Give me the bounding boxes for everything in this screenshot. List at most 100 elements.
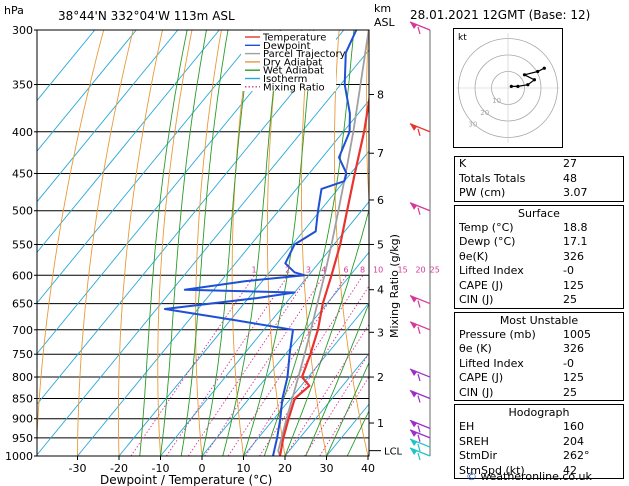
hodograph-title: Hodograph (508, 406, 570, 419)
isotherm-line (37, 30, 179, 203)
surface-cin-row: CIN (J) 25 (459, 293, 577, 306)
dry-adiabat-line (77, 30, 134, 456)
surface-theta-row: θe(K) 326 (459, 249, 584, 263)
wind-barb-shaft (409, 419, 431, 430)
isotherm-line (37, 30, 345, 405)
isotherm-line (118, 150, 369, 456)
mixing-ratio-line (304, 352, 369, 456)
temperature-tick-label: -10 (152, 462, 170, 475)
height-tick-label: 7 (377, 147, 384, 160)
wind-barb-shaft (409, 447, 431, 457)
legend-label: Mixing Ratio (263, 82, 325, 93)
isotherm-line (37, 30, 303, 355)
surface-box: Surface Temp (°C) 18.8 Dewp (°C) 17.1 θe(K… (454, 204, 624, 309)
mixing-ratio-label: 4 (321, 265, 326, 274)
mixing-ratio-line (245, 275, 364, 456)
hodograph-point (509, 84, 513, 88)
wet-adiabat-line (180, 30, 229, 456)
mixing-ratio-label: 1 (252, 265, 257, 274)
credit-text: weatheronline.co.uk (480, 470, 592, 483)
hodograph-ring-label: 20 (480, 109, 489, 117)
temperature-tick-label: -30 (69, 462, 87, 475)
wind-barb-flag (410, 390, 417, 398)
temperature-tick-label: 40 (361, 462, 375, 475)
wind-barb-shaft (409, 438, 431, 448)
mixing-ratio-line (166, 275, 289, 456)
legend-label: Dewpoint (263, 41, 311, 52)
mu-theta-row: θe (K) 326 (459, 342, 584, 355)
hodograph-ring-label: 30 (468, 121, 477, 129)
height-tick-label: 2 (377, 371, 384, 384)
hodograph-point (542, 66, 546, 70)
wind-barb (409, 294, 431, 308)
height-tick-label: 1 (377, 417, 384, 430)
km-label: km (374, 2, 391, 15)
credit: © weatheronline.co.uk (466, 470, 592, 483)
mixing-ratio-line (227, 275, 347, 456)
wet-adiabat-line (305, 302, 369, 456)
dry-adiabat-line (37, 30, 105, 444)
wind-barb-tick (417, 395, 421, 403)
pressure-tick-label: 900 (12, 413, 33, 426)
wind-barb-flag (410, 22, 417, 29)
wind-barb (409, 368, 431, 382)
mixing-ratio-label: 25 (430, 265, 440, 274)
height-tick-label: 3 (377, 326, 384, 339)
datetime-title: 28.01.2021 12GMT (Base: 12) (410, 8, 590, 22)
pressure-tick-label: 450 (12, 167, 33, 180)
wind-barb (409, 438, 431, 452)
temperature-tick-label: -20 (110, 462, 128, 475)
mu-cape-row: CAPE (J) 125 (459, 371, 584, 384)
indices-panel: K 27 Totals Totals 48 PW (cm) 3.07 Surface … (454, 156, 624, 479)
pressure-axis: 300 350 400 450 500 550 600 650 700 750 800 850 900 9… (5, 24, 37, 463)
height-tick-label: 4 (377, 284, 384, 297)
wind-barb (409, 429, 431, 443)
pressure-tick-label: 600 (12, 269, 33, 282)
wet-adiabat-line (243, 30, 315, 456)
mixing-ratio-line (188, 275, 310, 456)
wind-barb-flag (410, 321, 417, 329)
temperature-axis: -30 -20 -10 0 10 20 30 40 (69, 456, 375, 475)
legend-label: Temperature (262, 33, 326, 44)
wind-barb-tick (417, 207, 421, 215)
wind-barb-flag (410, 295, 417, 303)
pressure-tick-label: 650 (12, 298, 33, 311)
wind-barb (409, 202, 431, 215)
wind-barb-flag (410, 429, 417, 437)
wind-barb-tick (417, 452, 421, 461)
legend-background (241, 31, 336, 91)
wind-barb (409, 447, 431, 461)
isotherm-line (77, 99, 369, 456)
surface-dewp-row: Dewp (°C) 17.1 (459, 235, 588, 248)
wind-barb-shaft (409, 123, 431, 133)
wind-barb-shaft (409, 368, 431, 378)
isotherm-line (37, 30, 262, 304)
wind-barb-flag (410, 369, 417, 377)
mixing-ratio-label: 15 (398, 265, 408, 274)
temperature-line (278, 94, 369, 456)
mu-cin-row: CIN (J) 25 (459, 385, 577, 399)
wind-barb-flag (410, 202, 417, 210)
mixing-ratio-axis-label: Mixing Ratio (g/kg) (388, 234, 401, 338)
wind-barb-tick (417, 128, 421, 136)
wind-barb-shaft (409, 21, 431, 31)
wind-barb-shaft (409, 429, 431, 439)
hodograph-point (532, 78, 536, 82)
wind-barb (409, 321, 431, 334)
pw-row: PW (cm) 3.07 (459, 186, 588, 199)
lcl-label: LCL (384, 447, 403, 458)
hpa-label: hPa (4, 4, 24, 17)
background-lines (37, 30, 369, 456)
mixing-ratio-label: 6 (344, 265, 349, 274)
mixing-ratio-line (319, 375, 369, 456)
wind-barb (409, 419, 431, 433)
hodograph-unit-label: kt (458, 33, 467, 43)
dry-adiabat-line (117, 30, 163, 456)
pressure-tick-label: 400 (12, 126, 33, 139)
wet-adiabat-line (284, 207, 369, 456)
dry-adiabat-line (266, 30, 286, 456)
temperature-tick-label: 10 (237, 462, 251, 475)
pressure-tick-label: 300 (12, 24, 33, 37)
